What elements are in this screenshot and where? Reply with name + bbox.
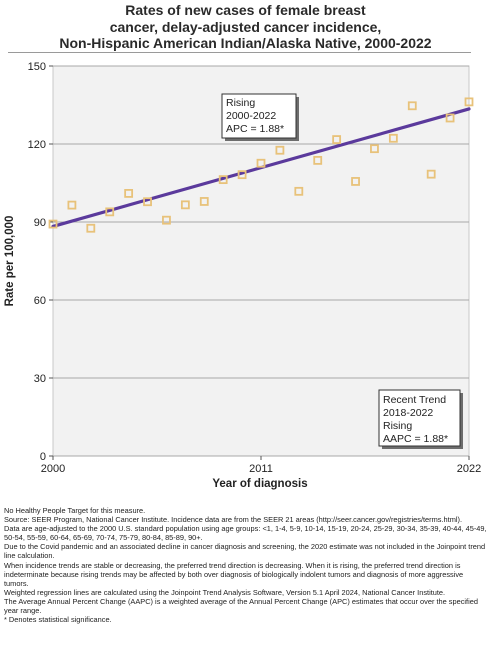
- data-point-2007: [180, 200, 190, 210]
- data-point-2018: [388, 133, 398, 143]
- data-point-2022: [464, 97, 474, 107]
- x-tick-label-2011: 2011: [249, 463, 273, 475]
- trend-line: [51, 107, 471, 229]
- footnotes: No Healthy People Target for this measur…: [4, 506, 488, 624]
- recent-trend-annotation: Recent Trend 2018-2022 Rising AAPC = 1.8…: [378, 389, 463, 449]
- data-point-2011: [256, 158, 266, 168]
- apc-annotation-line-1: Rising: [226, 97, 255, 109]
- y-tick-label-150: 150: [28, 61, 46, 73]
- x-tick-label-2000: 2000: [41, 463, 65, 475]
- data-point-2021: [445, 113, 455, 123]
- y-tick-label-90: 90: [34, 217, 46, 229]
- data-point-2013: [294, 186, 304, 196]
- y-axis-label: Rate per 100,000: [4, 216, 16, 307]
- data-point-2002: [86, 223, 96, 233]
- data-point-2012: [275, 145, 285, 155]
- recent-trend-line-3: Rising: [383, 420, 412, 432]
- x-tick-label-2022: 2022: [457, 463, 481, 475]
- data-point-2009: [218, 175, 228, 185]
- y-tick-label-60: 60: [34, 295, 46, 307]
- apc-annotation-box: [221, 93, 297, 139]
- footnote-1: No Healthy People Target for this measur…: [4, 506, 146, 515]
- x-axis-label: Year of diagnosis: [212, 478, 307, 490]
- data-point-2014: [313, 155, 323, 165]
- recent-trend-line-1: Recent Trend: [383, 394, 446, 406]
- apc-annotation: Rising 2000-2022 APC = 1.88*: [221, 93, 299, 141]
- recent-trend-line-4: AAPC = 1.88*: [383, 433, 448, 445]
- data-point-2004: [124, 188, 134, 198]
- title-divider: [8, 52, 471, 53]
- data-point-2020: [426, 169, 436, 179]
- data-points: [48, 97, 474, 233]
- data-point-2005: [143, 197, 152, 207]
- footnote-7: The Average Annual Percent Change (AAPC)…: [4, 596, 478, 616]
- data-point-2003: [105, 207, 115, 217]
- trend-line-group: [51, 107, 471, 229]
- footnote-3: Data are age-adjusted to the 2000 U.S. s…: [4, 524, 487, 543]
- title-line-1: Rates of new cases of female breast: [125, 2, 366, 18]
- footnote-8: * Denotes statistical significance.: [4, 615, 112, 625]
- x-axis-ticks: 2000 2011 2022: [41, 456, 481, 475]
- data-point-2008: [199, 197, 209, 206]
- data-point-2016: [351, 177, 360, 186]
- y-tick-label-30: 30: [34, 373, 46, 385]
- data-point-2019: [407, 101, 417, 111]
- title-line-3: Non-Hispanic American Indian/Alaska Nati…: [59, 35, 432, 51]
- data-point-2001: [67, 200, 77, 210]
- data-point-2006: [162, 215, 171, 225]
- y-tick-label-120: 120: [28, 139, 46, 151]
- recent-trend-line-2: 2018-2022: [383, 407, 433, 419]
- chart: 0 30 60 90 120 150 2000 2011 2022 Year of diagn…: [4, 61, 481, 490]
- data-point-2000: [48, 219, 58, 229]
- chart-title: Rates of new cases of female breast canc…: [0, 2, 491, 52]
- apc-annotation-line-2: 2000-2022: [226, 110, 276, 122]
- apc-annotation-line-3: APC = 1.88*: [226, 123, 284, 135]
- footnote-4: Due to the Covid pandemic and an associa…: [4, 542, 486, 561]
- footnote-6: Weighted regression lines are calculated…: [4, 587, 446, 597]
- data-point-2017: [370, 144, 379, 154]
- footnote-2: Source: SEER Program, National Cancer In…: [4, 515, 463, 525]
- y-axis-ticks: 0 30 60 90 120 150: [28, 61, 53, 463]
- title-line-2: cancer, delay-adjusted cancer incidence,: [109, 18, 382, 35]
- data-point-2015: [332, 135, 342, 144]
- y-tick-label-0: 0: [40, 451, 46, 463]
- data-point-2010: [237, 170, 247, 180]
- footnote-5: When incidence trends are stable or decr…: [4, 560, 464, 588]
- recent-trend-box: [378, 389, 461, 447]
